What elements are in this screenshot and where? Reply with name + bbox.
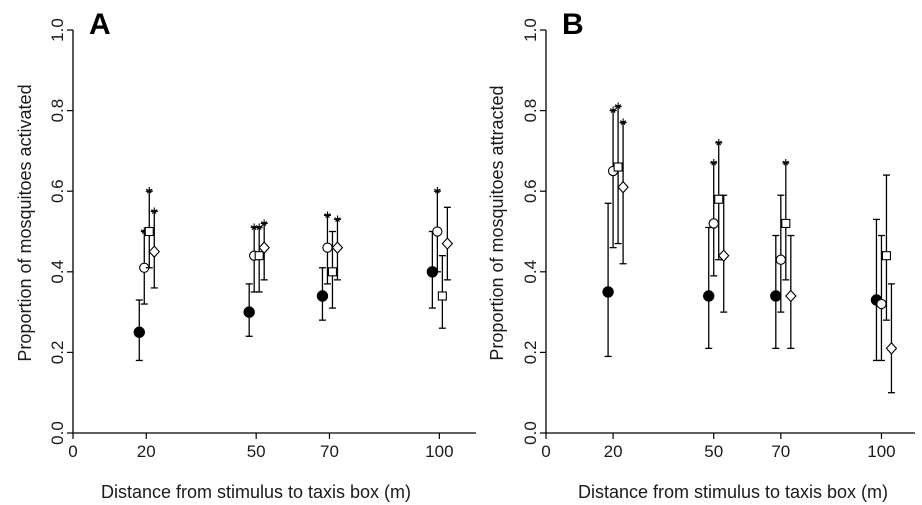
control-point (243, 306, 255, 318)
x-tick-label: 50 (704, 442, 723, 461)
control-point (316, 290, 329, 302)
panel-label: A (89, 8, 111, 41)
treatment-2-significance-marker: * (256, 220, 263, 240)
y-tick-label: 0.2 (48, 341, 67, 365)
treatment-3-point (717, 249, 730, 262)
treatment-2-point (144, 226, 154, 237)
y-tick-label: 0.8 (48, 99, 67, 123)
panel-b: B Proportion of mosquitoes attracted Dis… (487, 8, 915, 502)
y-tick-label: 0.0 (48, 421, 67, 445)
treatment-3-significance-marker: * (151, 204, 158, 224)
treatment-1-significance-marker: * (324, 208, 331, 228)
y-tick-label: 0.6 (48, 179, 67, 203)
y-tick-label: 0.2 (521, 341, 540, 365)
treatment-2-point (437, 291, 447, 301)
treatment-3-point (258, 241, 270, 254)
x-tick-label: 20 (137, 442, 156, 461)
panel-label: B (562, 8, 584, 41)
y-tick-label: 0.6 (521, 179, 540, 203)
treatment-2-significance-marker: * (146, 184, 153, 204)
treatment-2-point (254, 251, 264, 261)
treatment-1-significance-marker: * (710, 156, 717, 176)
treatment-2-point (327, 267, 338, 277)
treatment-3-point (441, 237, 454, 250)
treatment-3-significance-marker: * (261, 216, 268, 236)
treatment-1-point (322, 242, 333, 253)
x-tick-label: 70 (320, 442, 339, 461)
treatment-3-point (885, 342, 898, 355)
control-point (133, 326, 145, 338)
x-axis-label: Distance from stimulus to taxis box (m) (101, 482, 411, 502)
x-tick-label: 50 (247, 442, 266, 461)
treatment-2-significance-marker: * (782, 156, 789, 176)
treatment-3-point (617, 180, 629, 194)
treatment-1-significance-marker: * (251, 220, 258, 240)
x-tick-label: 20 (604, 442, 623, 461)
y-tick-label: 1.0 (521, 18, 540, 42)
treatment-2-point (781, 218, 791, 228)
y-axis-label: Proportion of mosquitoes activated (15, 84, 35, 361)
y-tick-label: 1.0 (48, 18, 67, 42)
y-tick-label: 0.4 (521, 260, 540, 284)
control-point (703, 290, 715, 302)
treatment-1-significance-marker: * (434, 184, 441, 204)
treatment-2-point (881, 251, 892, 261)
treatment-3-point (785, 289, 797, 303)
treatment-1-point (775, 254, 786, 265)
treatment-3-significance-marker: * (620, 116, 627, 136)
x-tick-label: 100 (867, 442, 895, 461)
treatment-1-point (708, 218, 719, 229)
y-tick-label: 0.0 (521, 421, 540, 445)
x-tick-label: 70 (771, 442, 790, 461)
control-point (770, 290, 782, 302)
treatment-3-significance-marker: * (334, 212, 341, 232)
treatment-1-point (876, 298, 887, 310)
treatment-3-point (148, 245, 161, 258)
treatment-3-point (331, 241, 344, 254)
y-axis-label: Proportion of mosquitoes attracted (487, 85, 507, 360)
treatment-1-significance-marker: * (141, 225, 148, 245)
treatment-2-point (714, 194, 724, 204)
treatment-2-significance-marker: * (715, 136, 722, 156)
treatment-2-point (613, 162, 623, 172)
y-tick-label: 0.8 (521, 99, 540, 123)
treatment-1-significance-marker: * (610, 104, 617, 124)
x-tick-label: 0 (68, 442, 77, 461)
x-tick-label: 0 (541, 442, 550, 461)
treatment-2-significance-marker: * (615, 100, 622, 120)
y-tick-label: 0.4 (48, 260, 67, 284)
x-axis-label: Distance from stimulus to taxis box (m) (578, 482, 888, 502)
x-tick-label: 100 (425, 442, 453, 461)
control-point (602, 286, 614, 298)
panel-a: A Proportion of mosquitoes activated Dis… (15, 8, 476, 502)
treatment-1-point (432, 226, 443, 237)
